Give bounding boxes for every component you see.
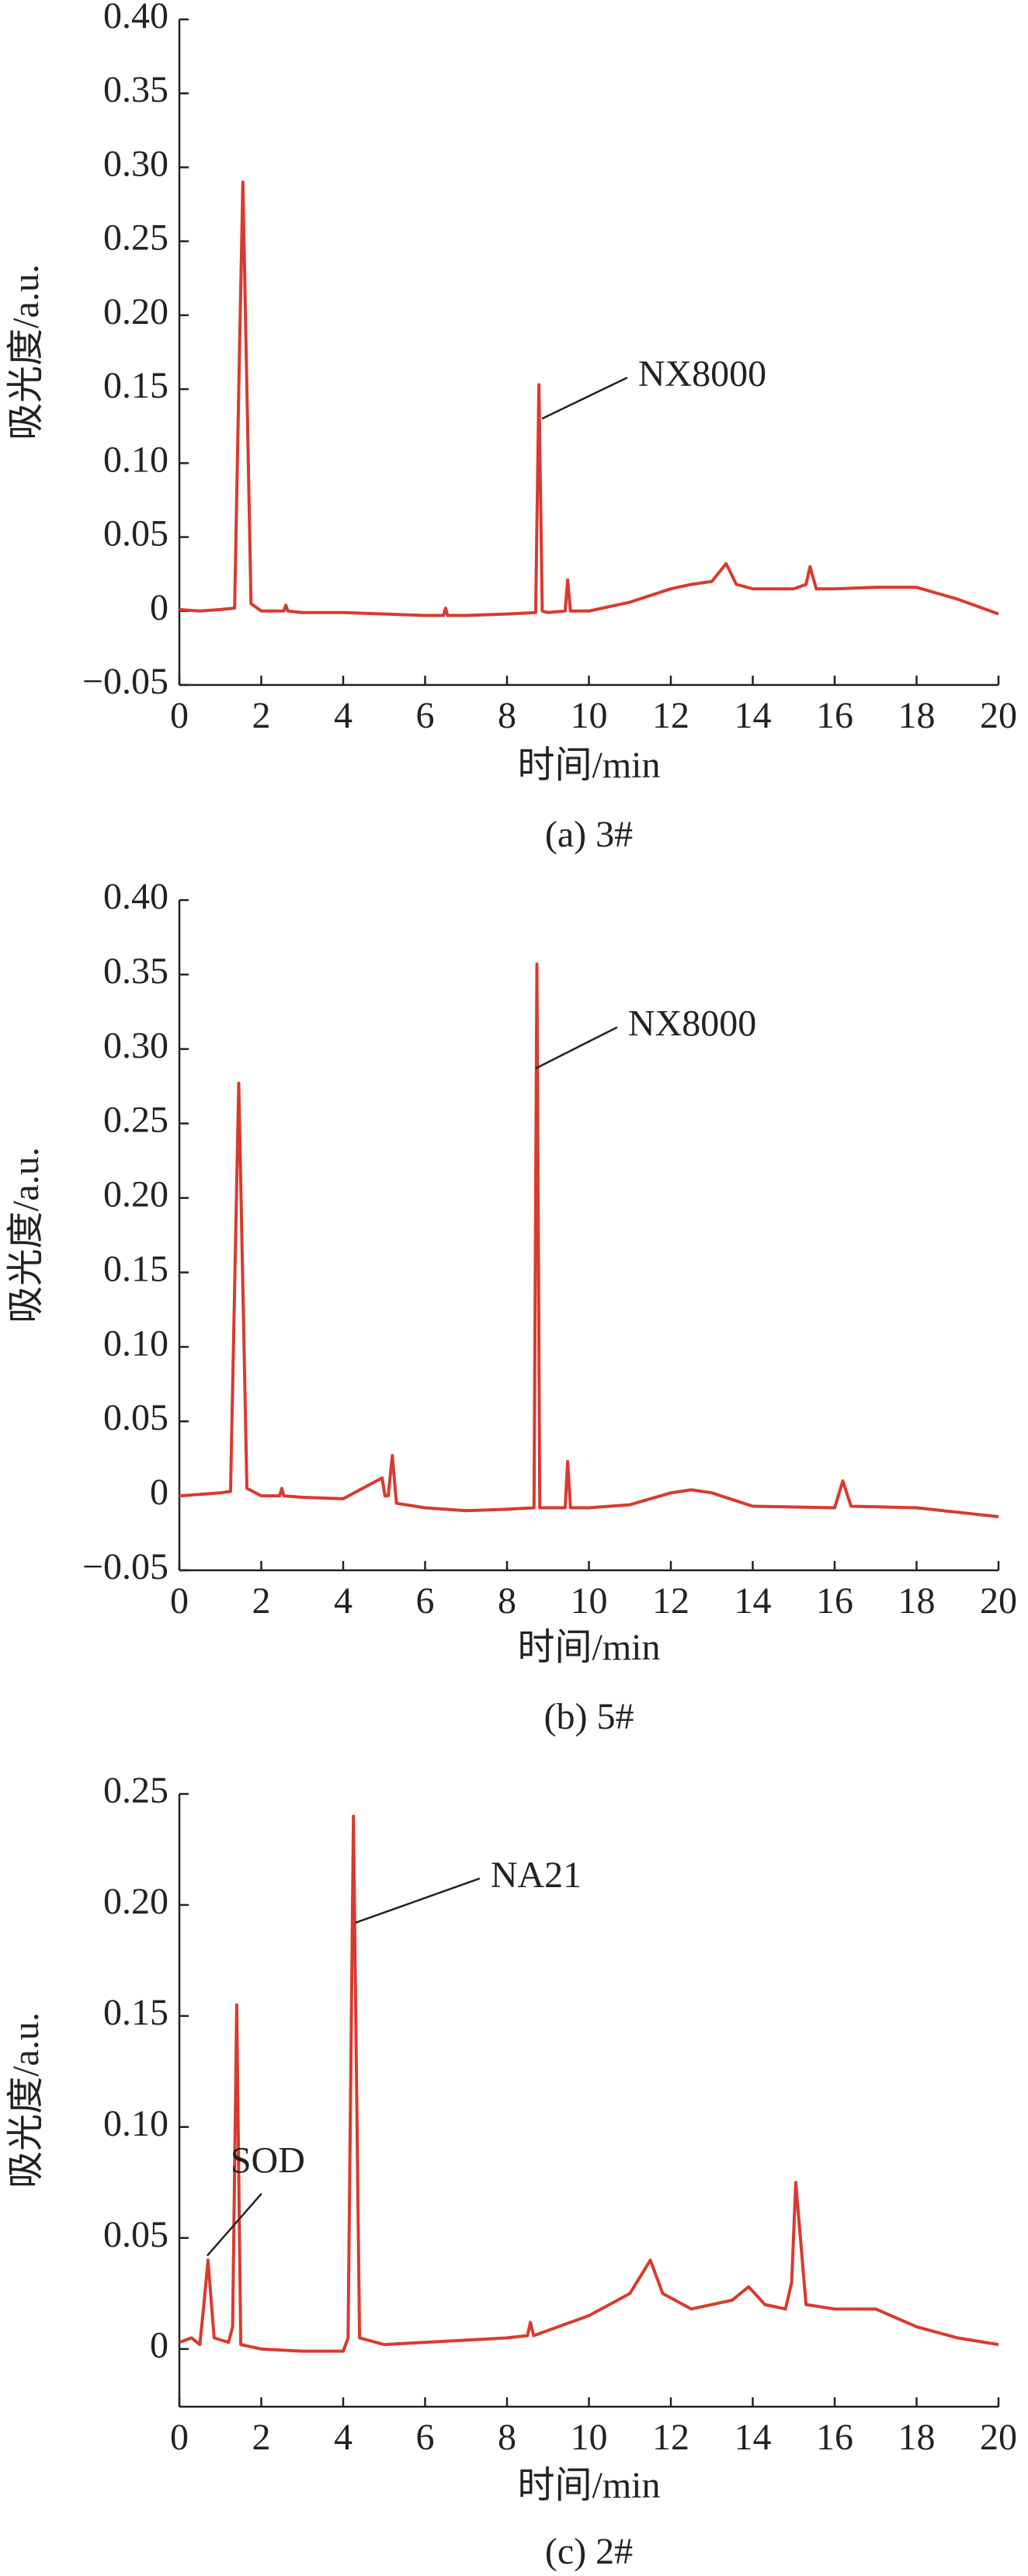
x-tick-label: 20 bbox=[980, 1580, 1017, 1622]
x-tick-label: 10 bbox=[571, 1580, 608, 1622]
data-line bbox=[179, 962, 999, 1518]
x-tick-label: 14 bbox=[735, 695, 772, 736]
x-tick-label: 2 bbox=[252, 1580, 271, 1622]
x-axis-label: 时间/min bbox=[517, 745, 660, 786]
y-tick-label: 0 bbox=[150, 587, 168, 628]
y-tick-label: 0.15 bbox=[103, 1992, 168, 2033]
y-tick-label: 0.20 bbox=[103, 1174, 168, 1215]
x-tick-label: 6 bbox=[416, 695, 435, 736]
y-tick-label: 0.20 bbox=[103, 1881, 168, 1922]
y-tick-label: 0.10 bbox=[103, 1323, 168, 1364]
x-tick-label: 18 bbox=[898, 2417, 936, 2458]
y-tick-label: 0.30 bbox=[103, 143, 168, 184]
y-tick-label: 0.05 bbox=[103, 513, 168, 554]
annotation: SOD bbox=[231, 2140, 305, 2181]
x-tick-label: 8 bbox=[498, 1580, 516, 1622]
x-tick-label: 10 bbox=[571, 2417, 608, 2458]
x-tick-label: 4 bbox=[334, 695, 353, 736]
y-axis-label: 吸光度/a.u. bbox=[5, 2012, 47, 2188]
y-tick-label: 0.10 bbox=[103, 2103, 168, 2144]
y-tick-label: 0.05 bbox=[103, 2214, 168, 2255]
x-tick-label: 16 bbox=[816, 1580, 853, 1622]
y-tick-label: 0 bbox=[150, 2325, 168, 2366]
y-tick-label: 0.40 bbox=[103, 876, 168, 917]
x-tick-label: 6 bbox=[416, 2417, 435, 2458]
data-line bbox=[179, 1814, 999, 2353]
x-tick-label: 0 bbox=[170, 2417, 189, 2458]
y-tick-label: −0.05 bbox=[82, 661, 168, 702]
y-tick-label: 0 bbox=[150, 1472, 168, 1513]
x-tick-label: 2 bbox=[252, 2417, 271, 2458]
y-tick-label: 0.05 bbox=[103, 1397, 168, 1438]
y-tick-label: 0.25 bbox=[103, 217, 168, 259]
data-line bbox=[179, 180, 999, 617]
y-tick-label: 0.15 bbox=[103, 365, 168, 406]
y-tick-label: 0.35 bbox=[103, 69, 168, 110]
x-tick-label: 0 bbox=[170, 695, 189, 736]
x-tick-label: 16 bbox=[816, 2417, 853, 2458]
annotation: NX8000 bbox=[628, 1003, 756, 1045]
x-tick-label: 20 bbox=[980, 2417, 1017, 2458]
x-tick-label: 14 bbox=[735, 2417, 772, 2458]
annotation-line bbox=[541, 377, 628, 420]
x-tick-label: 4 bbox=[334, 1580, 353, 1622]
x-tick-label: 6 bbox=[416, 1580, 435, 1622]
x-tick-label: 12 bbox=[652, 2417, 689, 2458]
x-tick-label: 14 bbox=[735, 1580, 772, 1622]
y-axis-label: 吸光度/a.u. bbox=[5, 264, 47, 440]
y-tick-label: 0.25 bbox=[103, 1100, 168, 1141]
x-axis-label: 时间/min bbox=[517, 2465, 660, 2506]
annotation-line bbox=[355, 1877, 481, 1924]
x-axis-label: 时间/min bbox=[517, 1627, 660, 1668]
x-tick-label: 8 bbox=[498, 2417, 516, 2458]
caption: (c) 2# bbox=[545, 2531, 633, 2572]
x-tick-label: 20 bbox=[980, 695, 1017, 736]
annotation: NA21 bbox=[491, 1855, 582, 1896]
y-tick-label: −0.05 bbox=[82, 1546, 168, 1587]
annotation-line bbox=[206, 2192, 262, 2257]
y-tick-label: 0.30 bbox=[103, 1025, 168, 1066]
y-tick-label: 0.20 bbox=[103, 291, 168, 332]
y-tick-label: 0.40 bbox=[103, 0, 168, 37]
y-axis-label: 吸光度/a.u. bbox=[5, 1147, 47, 1323]
x-tick-label: 10 bbox=[571, 695, 608, 736]
x-tick-label: 12 bbox=[652, 1580, 689, 1622]
x-tick-label: 12 bbox=[652, 695, 689, 736]
x-tick-label: 18 bbox=[898, 695, 936, 736]
y-tick-label: 0.35 bbox=[103, 951, 168, 992]
x-tick-label: 0 bbox=[170, 1580, 189, 1622]
x-tick-label: 16 bbox=[816, 695, 853, 736]
annotation-line bbox=[535, 1026, 618, 1069]
caption: (b) 5# bbox=[544, 1696, 634, 1737]
y-tick-label: 0.10 bbox=[103, 439, 168, 480]
x-tick-label: 18 bbox=[898, 1580, 936, 1622]
caption: (a) 3# bbox=[545, 814, 633, 855]
y-tick-label: 0.25 bbox=[103, 1770, 168, 1811]
x-tick-label: 8 bbox=[498, 695, 516, 736]
y-tick-label: 0.15 bbox=[103, 1248, 168, 1289]
x-tick-label: 2 bbox=[252, 695, 271, 736]
x-tick-label: 4 bbox=[334, 2417, 353, 2458]
annotation: NX8000 bbox=[638, 353, 766, 395]
